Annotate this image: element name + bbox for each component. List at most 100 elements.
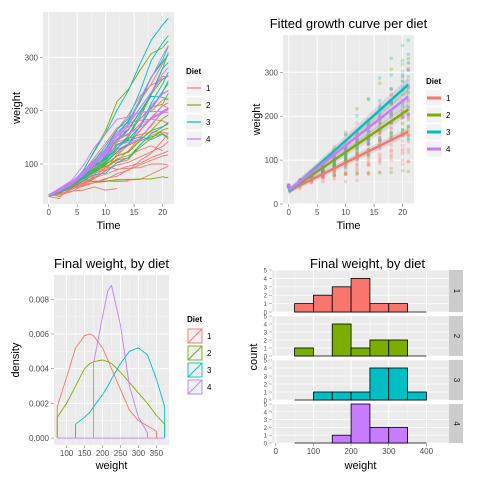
data-point-diet-2 <box>378 81 382 86</box>
data-point-diet-3 <box>400 72 405 77</box>
data-point-diet-1 <box>286 184 291 188</box>
data-point-diet-1 <box>406 139 411 144</box>
data-point-diet-3 <box>400 128 405 132</box>
fitted-line-diet-4 <box>287 95 410 192</box>
data-point-diet-2 <box>286 183 291 188</box>
histogram-bar <box>388 367 408 401</box>
data-point-diet-1 <box>286 183 291 188</box>
data-point-diet-1 <box>321 179 325 184</box>
data-point-diet-2 <box>355 138 359 142</box>
series-line-diet-1 <box>48 154 169 196</box>
data-point-diet-1 <box>389 131 394 136</box>
data-point-diet-3 <box>286 184 291 188</box>
facet-strip <box>449 404 463 443</box>
data-point-diet-3 <box>366 97 371 102</box>
y-tick-label: 3 <box>264 418 268 424</box>
data-point-diet-1 <box>389 92 394 97</box>
facet-strip-label: 1 <box>452 289 461 294</box>
data-point-diet-3 <box>332 163 337 167</box>
histogram-bar <box>350 347 371 357</box>
data-point-diet-2 <box>400 127 405 132</box>
data-point-diet-4 <box>366 140 371 144</box>
data-point-diet-1 <box>321 176 325 181</box>
data-point-diet-3 <box>286 184 291 188</box>
legend-label: 4 <box>207 383 212 392</box>
facet-strip <box>449 360 463 400</box>
data-point-diet-1 <box>332 172 337 176</box>
data-point-diet-1 <box>406 113 411 118</box>
data-point-diet-3 <box>343 165 348 170</box>
chart-title: Final weight, by diet <box>310 256 425 271</box>
data-point-diet-1 <box>355 168 359 172</box>
data-point-diet-4 <box>406 112 411 116</box>
data-point-diet-3 <box>286 184 291 188</box>
y-tick-label: 1 <box>264 434 268 440</box>
data-point-diet-2 <box>286 183 291 187</box>
data-point-diet-3 <box>355 148 359 152</box>
data-point-diet-3 <box>378 76 382 80</box>
y-tick-label: 200 <box>25 107 39 116</box>
data-point-diet-1 <box>406 104 411 108</box>
data-point-diet-1 <box>355 138 359 142</box>
y-tick-label: 0.006 <box>29 330 50 339</box>
data-point-diet-4 <box>389 115 394 119</box>
data-point-diet-2 <box>366 171 371 175</box>
x-tick-label: 0 <box>46 208 51 217</box>
data-point-diet-3 <box>406 68 411 72</box>
data-point-diet-1 <box>389 114 394 119</box>
histogram-bar <box>369 367 390 401</box>
data-point-diet-2 <box>406 136 411 140</box>
data-point-diet-1 <box>355 178 359 183</box>
x-axis-title: Time <box>336 220 360 232</box>
data-point-diet-2 <box>286 185 291 189</box>
y-tick-label: 300 <box>265 68 279 77</box>
data-point-diet-1 <box>332 169 337 174</box>
data-point-diet-1 <box>406 112 411 116</box>
data-point-diet-3 <box>406 124 411 128</box>
data-point-diet-1 <box>366 142 371 147</box>
data-point-diet-1 <box>389 158 394 162</box>
data-point-diet-1 <box>400 122 405 127</box>
histogram-bar <box>331 391 352 401</box>
data-point-diet-3 <box>389 56 394 61</box>
data-point-diet-1 <box>400 116 405 121</box>
data-point-diet-1 <box>286 183 291 188</box>
data-point-diet-4 <box>406 98 411 102</box>
y-tick-label: 5 <box>264 359 268 365</box>
data-point-diet-4 <box>400 69 405 73</box>
y-tick-label: 2 <box>264 294 268 300</box>
data-point-diet-1 <box>406 159 411 163</box>
data-point-diet-3 <box>406 52 411 57</box>
data-point-diet-2 <box>406 66 411 71</box>
histogram-bar <box>313 294 333 313</box>
data-point-diet-1 <box>406 133 411 137</box>
x-tick-label: 0 <box>274 447 279 456</box>
data-point-diet-2 <box>332 162 337 167</box>
data-point-diet-1 <box>286 183 291 188</box>
data-point-diet-1 <box>355 166 359 170</box>
y-axis-title: count <box>248 344 260 371</box>
data-point-diet-1 <box>343 172 348 177</box>
data-point-diet-1 <box>286 183 291 187</box>
data-point-diet-4 <box>389 113 394 117</box>
data-point-diet-1 <box>406 147 411 152</box>
y-tick-label: 0.002 <box>29 399 50 408</box>
data-point-diet-2 <box>400 168 405 173</box>
data-point-diet-1 <box>343 179 348 184</box>
data-point-diet-1 <box>400 158 405 162</box>
x-tick-label: 200 <box>344 447 358 456</box>
y-tick-label: 300 <box>25 53 39 62</box>
data-point-diet-3 <box>400 103 405 108</box>
data-point-diet-1 <box>286 184 291 188</box>
histogram-bar <box>331 323 352 357</box>
data-point-diet-2 <box>332 162 337 167</box>
data-point-diet-2 <box>332 161 337 165</box>
data-point-diet-2 <box>286 185 291 189</box>
data-point-diet-1 <box>286 184 291 188</box>
data-point-diet-1 <box>332 170 337 175</box>
legend-swatch <box>187 345 203 361</box>
data-point-diet-2 <box>332 173 337 177</box>
legend-swatch <box>187 345 203 361</box>
data-point-diet-2 <box>343 172 348 176</box>
data-point-diet-3 <box>286 184 291 188</box>
